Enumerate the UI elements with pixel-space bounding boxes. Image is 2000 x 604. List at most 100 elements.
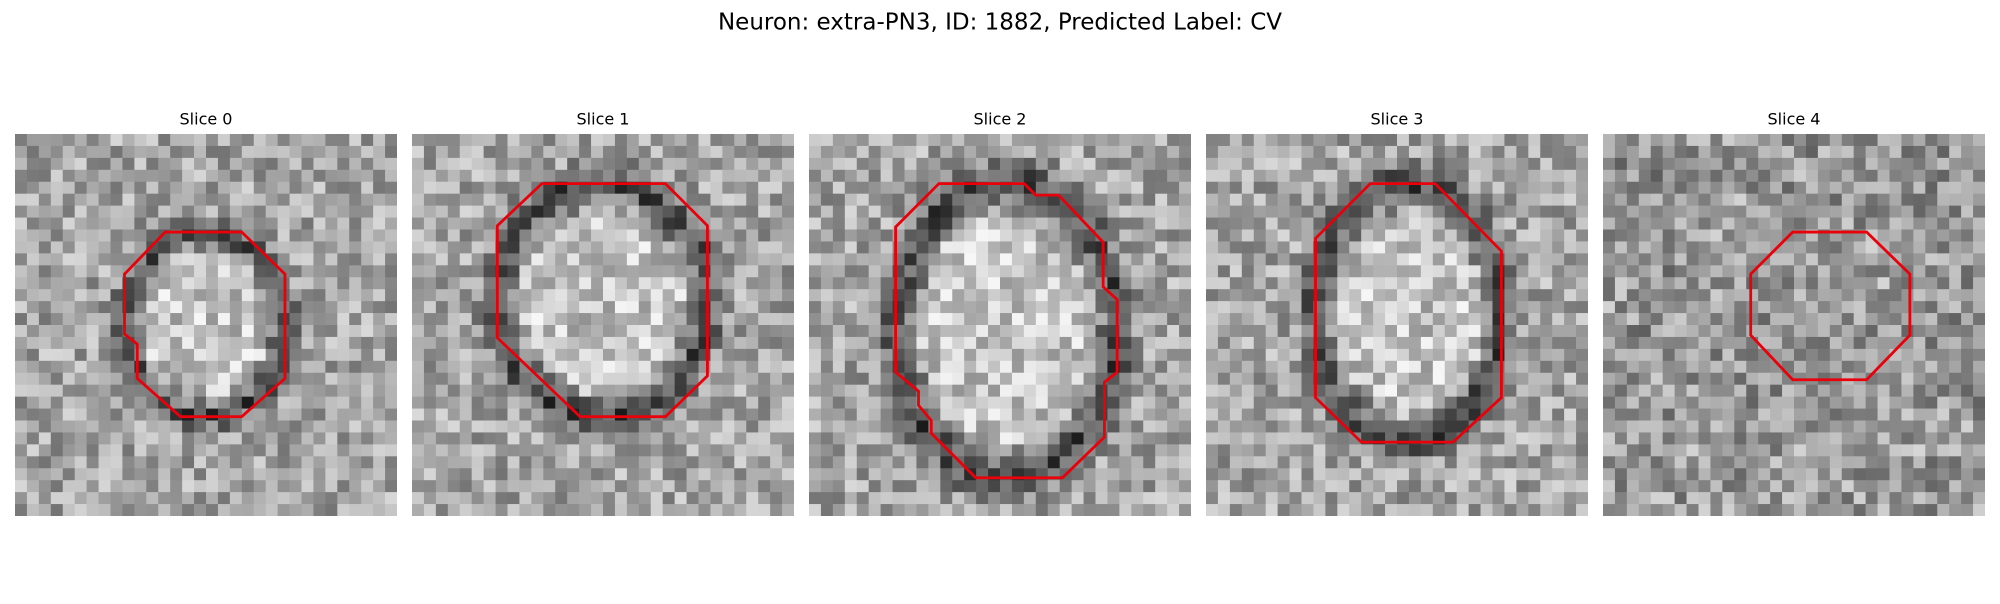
pixel <box>385 504 397 516</box>
pixel <box>373 456 386 469</box>
pixel <box>301 348 314 362</box>
pixel <box>1385 325 1398 338</box>
pixel <box>423 408 437 421</box>
pixel <box>686 420 699 433</box>
pixel <box>1480 301 1493 314</box>
pixel <box>722 134 735 147</box>
pixel <box>722 169 735 183</box>
pixel <box>782 265 794 278</box>
pixel <box>1973 444 1985 457</box>
pixel <box>1385 134 1398 147</box>
pixel <box>531 456 544 469</box>
pixel <box>1829 313 1843 326</box>
pixel <box>1626 169 1640 183</box>
pixel <box>868 253 882 266</box>
pixel <box>146 241 159 254</box>
pixel <box>928 396 941 409</box>
pixel <box>1805 193 1819 207</box>
pixel <box>265 408 279 421</box>
pixel <box>1119 193 1132 207</box>
pixel <box>543 480 556 493</box>
pixel <box>543 492 556 505</box>
pixel <box>1325 480 1338 493</box>
pixel <box>1576 325 1588 338</box>
pixel <box>62 253 76 266</box>
pixel <box>74 432 88 445</box>
pixel <box>1131 492 1144 505</box>
pixel <box>1373 420 1386 433</box>
pixel <box>758 480 771 493</box>
pixel <box>1650 277 1664 290</box>
pixel <box>1373 241 1386 254</box>
pixel <box>26 492 40 505</box>
pixel <box>325 420 338 433</box>
pixel <box>1492 336 1505 350</box>
pixel <box>1397 348 1410 362</box>
pixel <box>253 372 267 386</box>
image-panel <box>412 134 794 516</box>
pixel <box>1540 134 1553 147</box>
pixel <box>820 325 834 338</box>
pixel <box>435 193 449 207</box>
pixel <box>1373 396 1386 409</box>
pixel <box>1674 253 1687 266</box>
pixel <box>531 444 544 457</box>
pixel <box>710 468 723 481</box>
pixel <box>423 241 437 254</box>
pixel <box>1564 480 1577 493</box>
pixel <box>1877 301 1890 314</box>
pixel <box>856 444 870 457</box>
pixel <box>229 408 243 421</box>
pixel <box>579 456 592 469</box>
pixel <box>1746 360 1759 374</box>
pixel <box>1564 253 1577 266</box>
pixel <box>1528 229 1541 242</box>
pixel <box>1528 181 1541 195</box>
pixel <box>964 384 977 398</box>
pixel <box>373 289 386 302</box>
pixel <box>1480 336 1493 350</box>
pixel <box>158 456 171 469</box>
pixel <box>1576 384 1588 398</box>
pixel <box>892 468 905 481</box>
pixel <box>1047 420 1061 433</box>
pixel <box>1949 229 1962 242</box>
pixel <box>1143 360 1156 374</box>
pixel <box>38 480 52 493</box>
pixel <box>1817 301 1831 314</box>
pixel <box>880 301 893 314</box>
pixel <box>940 480 953 493</box>
pixel <box>782 241 794 254</box>
pixel <box>1047 480 1061 493</box>
pixel <box>110 360 123 374</box>
pixel <box>591 145 604 159</box>
pixel <box>1722 336 1735 350</box>
pixel <box>1638 289 1652 302</box>
pixel <box>1504 253 1517 266</box>
pixel <box>1143 181 1156 195</box>
pixel <box>1206 360 1219 374</box>
pixel <box>325 348 338 362</box>
pixel <box>170 169 183 183</box>
pixel <box>1817 157 1831 171</box>
pixel <box>337 325 350 338</box>
pixel <box>1119 205 1132 218</box>
pixel <box>1782 157 1795 171</box>
pixel <box>1432 384 1446 398</box>
pixel <box>1686 205 1699 218</box>
pixel <box>1011 145 1025 159</box>
pixel <box>1480 444 1493 457</box>
pixel <box>1674 348 1687 362</box>
pixel <box>146 265 159 278</box>
pixel <box>459 229 473 242</box>
pixel <box>1241 468 1255 481</box>
pixel <box>1167 169 1180 183</box>
pixel <box>722 157 735 171</box>
pixel <box>1206 372 1219 386</box>
pixel <box>337 301 350 314</box>
pixel <box>531 504 544 516</box>
pixel <box>1698 360 1711 374</box>
pixel <box>423 253 437 266</box>
pixel <box>1480 134 1493 147</box>
pixel <box>1973 408 1985 421</box>
